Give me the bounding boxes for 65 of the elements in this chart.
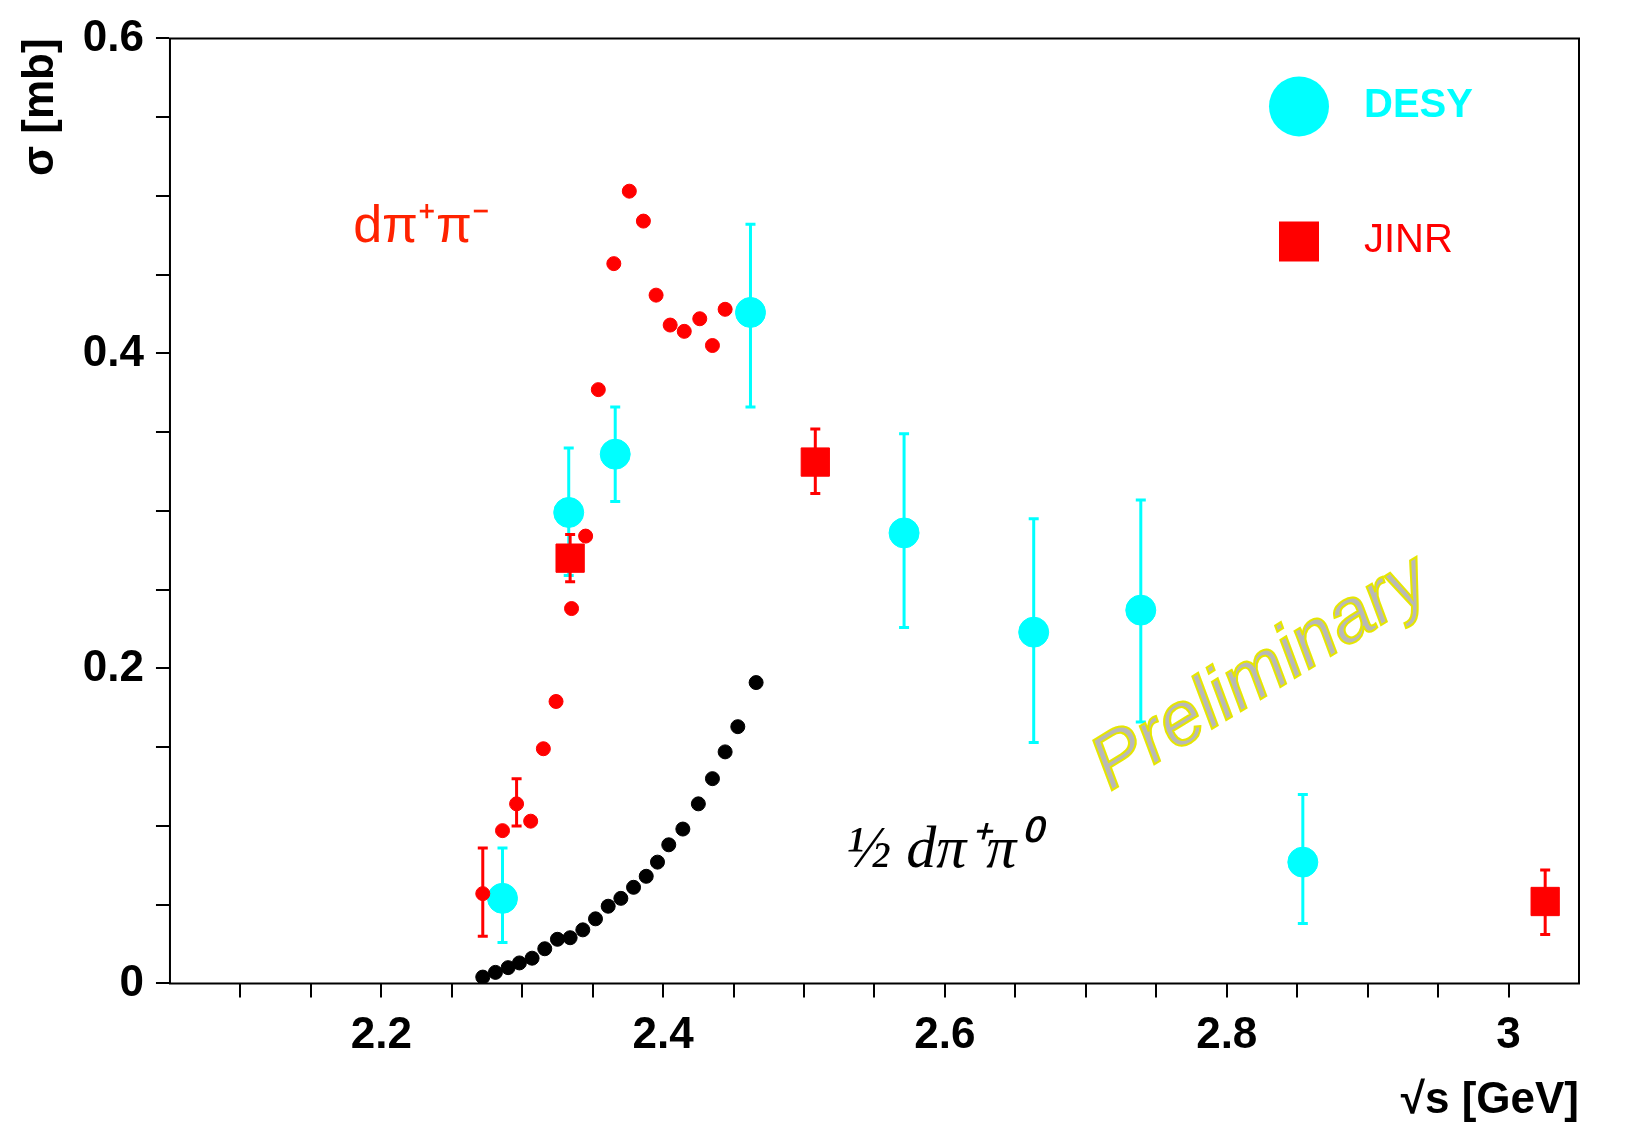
y-tick-label: 0.4 xyxy=(82,325,145,375)
y-tick-label: 0.6 xyxy=(82,10,144,60)
point xyxy=(553,496,585,528)
y-tick-label: 0.2 xyxy=(82,640,144,690)
point xyxy=(562,930,578,946)
x-tick-label: 2.2 xyxy=(350,1007,412,1057)
point xyxy=(523,813,539,829)
point xyxy=(1287,846,1319,878)
point xyxy=(626,879,642,895)
point xyxy=(635,213,651,229)
point xyxy=(690,796,706,812)
legend-label: JINR xyxy=(1364,216,1453,261)
point xyxy=(649,854,665,870)
point xyxy=(500,960,516,976)
point xyxy=(675,821,691,837)
point xyxy=(511,955,527,971)
annotation: dπ⁺π⁻ xyxy=(353,194,490,253)
point xyxy=(549,931,565,947)
point xyxy=(590,382,606,398)
point xyxy=(509,796,525,812)
point xyxy=(537,941,553,957)
point xyxy=(587,911,603,927)
point xyxy=(638,868,654,884)
point xyxy=(575,922,591,938)
point xyxy=(717,301,733,317)
point xyxy=(495,823,510,839)
point xyxy=(692,311,708,327)
point xyxy=(475,969,491,984)
y-axis-title: σ [mb] xyxy=(12,38,62,177)
point xyxy=(748,675,764,691)
x-tick-label: 2.6 xyxy=(914,1007,976,1057)
point xyxy=(621,183,637,199)
point xyxy=(730,719,746,735)
point xyxy=(564,601,580,617)
legend-label: DESY xyxy=(1364,81,1474,126)
point xyxy=(599,438,631,470)
y-tick-label: 0 xyxy=(119,955,144,1005)
point xyxy=(734,296,766,328)
point xyxy=(1018,616,1050,648)
point xyxy=(535,741,551,757)
point xyxy=(888,517,920,549)
point xyxy=(613,890,629,906)
point xyxy=(662,317,678,333)
x-axis-title: √s [GeV] xyxy=(1400,1072,1579,1122)
point xyxy=(1530,886,1560,917)
point xyxy=(487,964,503,980)
point xyxy=(606,256,622,272)
point xyxy=(676,323,692,339)
point xyxy=(578,528,594,544)
point xyxy=(717,744,733,760)
point xyxy=(475,886,491,902)
point xyxy=(555,543,585,573)
point xyxy=(548,693,564,709)
x-tick-label: 2.4 xyxy=(632,1007,695,1057)
point xyxy=(704,338,720,354)
point xyxy=(648,287,664,303)
point xyxy=(704,771,720,787)
x-tick-label: 2.8 xyxy=(1196,1007,1258,1057)
point xyxy=(600,898,616,914)
point xyxy=(800,447,830,477)
annotation: ½ dπ⁺π⁰ xyxy=(846,813,1048,880)
point xyxy=(524,950,540,966)
x-tick-label: 3 xyxy=(1496,1007,1521,1057)
point xyxy=(661,837,677,853)
point xyxy=(487,882,518,914)
